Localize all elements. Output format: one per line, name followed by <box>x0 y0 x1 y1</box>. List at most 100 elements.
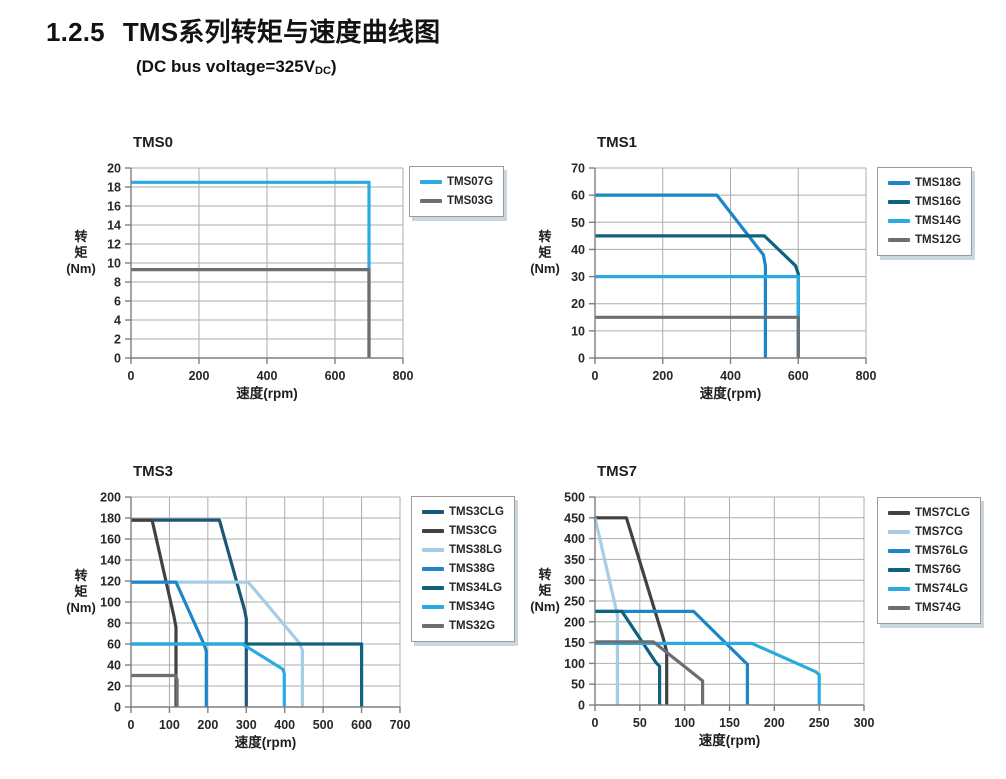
plot-area-TMS3: 0 20 40 60 80 100 120 140 160 180 200 0 100 200 300 400… <box>100 491 410 733</box>
legend-swatch <box>422 567 444 571</box>
legend: TMS3CLG TMS3CG TMS38LG TMS38G TMS34LG TMS34G T… <box>411 496 515 642</box>
x-tick-label: 0 <box>128 369 135 383</box>
x-tick-label: 250 <box>809 716 830 730</box>
x-tick-label: 400 <box>274 718 295 732</box>
y-tick-label: 20 <box>571 297 585 311</box>
legend-item-TMS12G: TMS12G <box>888 234 961 246</box>
legend-swatch <box>420 199 442 203</box>
x-tick-label: 150 <box>719 716 740 730</box>
x-tick-label: 200 <box>197 718 218 732</box>
y-tick-label: 150 <box>564 636 585 650</box>
y-tick-label: 18 <box>107 181 121 195</box>
chart-title: TMS1 <box>597 134 638 151</box>
chart-title: TMS7 <box>597 463 638 480</box>
y-tick-label: 60 <box>107 638 121 652</box>
x-tick-label: 300 <box>854 716 875 730</box>
y-axis-unit: (Nm) <box>530 599 560 614</box>
legend-swatch <box>420 180 442 184</box>
x-axis-label: 速度(rpm) <box>698 733 761 748</box>
y-tick-label: 0 <box>578 352 585 366</box>
y-tick-label: 30 <box>571 270 585 284</box>
legend-item-TMS03G: TMS03G <box>420 195 493 207</box>
legend-item-TMS34LG: TMS34LG <box>422 582 504 594</box>
y-tick-label: 6 <box>114 295 121 309</box>
y-tick-label: 0 <box>578 699 585 713</box>
y-tick-label: 10 <box>107 257 121 271</box>
legend-item-TMS7CG: TMS7CG <box>888 526 970 538</box>
y-tick-label: 8 <box>114 276 121 290</box>
x-tick-label: 0 <box>592 716 599 730</box>
y-tick-label: 100 <box>564 657 585 671</box>
y-tick-label: 500 <box>564 491 585 505</box>
x-tick-label: 0 <box>592 369 599 383</box>
legend-item-TMS74LG: TMS74LG <box>888 583 970 595</box>
legend-item-TMS76G: TMS76G <box>888 564 970 576</box>
y-axis-label-line: 矩 <box>538 245 552 260</box>
plot-area-TMS7: 0 50 100 150 200 250 300 350 400 450 500 0 50 100 150 2… <box>564 491 875 731</box>
y-tick-label: 140 <box>100 554 121 568</box>
legend-swatch <box>888 530 910 534</box>
y-axis-unit: (Nm) <box>66 261 96 276</box>
series-line-TMS34G <box>131 642 286 707</box>
y-axis-label-line: 转 <box>538 567 552 582</box>
y-axis-label-line: 转 <box>74 568 88 583</box>
x-tick-label: 200 <box>764 716 785 730</box>
y-tick-label: 70 <box>571 162 585 176</box>
series-line-TMS03G <box>131 267 371 358</box>
y-tick-label: 20 <box>107 680 121 694</box>
x-tick-label: 600 <box>788 369 809 383</box>
legend: TMS18G TMS16G TMS14G TMS12G <box>877 167 973 256</box>
legend-swatch <box>888 606 910 610</box>
x-tick-label: 600 <box>325 369 346 383</box>
legend-swatch <box>888 587 910 591</box>
legend-item-TMS32G: TMS32G <box>422 620 504 632</box>
x-tick-label: 50 <box>633 716 647 730</box>
x-tick-label: 300 <box>236 718 257 732</box>
y-axis-label: 转 矩 (Nm) <box>49 568 113 616</box>
y-tick-label: 20 <box>107 162 121 176</box>
legend-swatch <box>422 548 444 552</box>
legend-label: TMS38LG <box>449 544 503 556</box>
x-tick-label: 100 <box>674 716 695 730</box>
y-tick-label: 160 <box>100 533 121 547</box>
x-tick-label: 200 <box>652 369 673 383</box>
x-tick-label: 800 <box>393 369 414 383</box>
legend-swatch <box>422 586 444 590</box>
legend-swatch <box>888 238 910 242</box>
y-tick-label: 2 <box>114 333 121 347</box>
y-tick-label: 50 <box>571 216 585 230</box>
legend-label: TMS12G <box>915 234 962 246</box>
legend-label: TMS18G <box>915 177 962 189</box>
y-tick-label: 0 <box>114 701 121 715</box>
series-line-TMS3CG <box>131 518 178 707</box>
legend-label: TMS76G <box>915 564 962 576</box>
y-tick-label: 450 <box>564 511 585 525</box>
legend-swatch <box>422 510 444 514</box>
legend-swatch <box>888 181 910 185</box>
legend-label: TMS3CLG <box>449 506 504 518</box>
x-tick-label: 800 <box>856 369 877 383</box>
title-text: TMS系列转矩与速度曲线图 <box>122 17 441 47</box>
x-axis-label: 速度(rpm) <box>699 386 762 401</box>
legend-item-TMS34G: TMS34G <box>422 601 504 613</box>
chart-title: TMS3 <box>133 463 174 480</box>
legend-item-TMS38G: TMS38G <box>422 563 504 575</box>
legend-item-TMS14G: TMS14G <box>888 215 961 227</box>
legend-label: TMS38G <box>449 563 496 575</box>
y-tick-label: 200 <box>100 491 121 505</box>
page-title: 1.2.5 TMS系列转矩与速度曲线图 <box>46 12 440 49</box>
legend-label: TMS07G <box>447 176 494 188</box>
legend: TMS07G TMS03G <box>409 166 505 217</box>
y-tick-label: 16 <box>107 200 121 214</box>
y-axis-label: 转 矩 (Nm) <box>49 229 113 277</box>
legend-item-TMS3CLG: TMS3CLG <box>422 506 504 518</box>
y-axis-label: 转 矩 (Nm) <box>513 229 577 277</box>
y-tick-label: 350 <box>564 553 585 567</box>
x-tick-label: 600 <box>351 718 372 732</box>
subtitle: (DC bus voltage=325VDC) <box>136 57 337 77</box>
legend-label: TMS7CG <box>915 526 963 538</box>
legend-item-TMS18G: TMS18G <box>888 177 961 189</box>
legend-label: TMS7CLG <box>915 507 970 519</box>
